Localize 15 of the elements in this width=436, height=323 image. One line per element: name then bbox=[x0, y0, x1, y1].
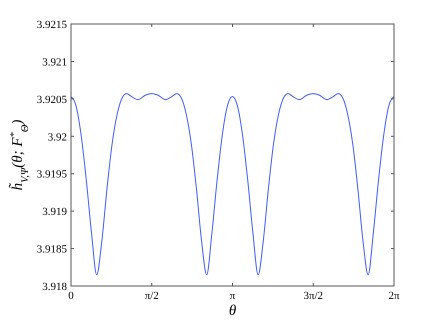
y-tick-label: 3.918 bbox=[42, 281, 68, 293]
x-tick-label: 2π bbox=[388, 290, 400, 302]
x-tick-label: 3π/2 bbox=[303, 290, 324, 302]
x-tick-label: 0 bbox=[68, 290, 74, 302]
y-tick-label: 3.921 bbox=[42, 56, 67, 68]
line-series bbox=[70, 93, 394, 276]
y-tick-label: 3.9205 bbox=[36, 94, 68, 106]
x-tick-label: π/2 bbox=[144, 290, 159, 302]
y-tick-label: 3.92 bbox=[48, 131, 67, 144]
y-tick-label: 3.9195 bbox=[36, 168, 68, 181]
y-tick-label: 3.9185 bbox=[36, 244, 68, 256]
x-axis-title: θ bbox=[228, 303, 237, 319]
x-tick-label: π bbox=[230, 290, 236, 302]
y-tick-label: 3.9215 bbox=[36, 19, 68, 31]
y-tick-label: 3.919 bbox=[42, 206, 68, 218]
